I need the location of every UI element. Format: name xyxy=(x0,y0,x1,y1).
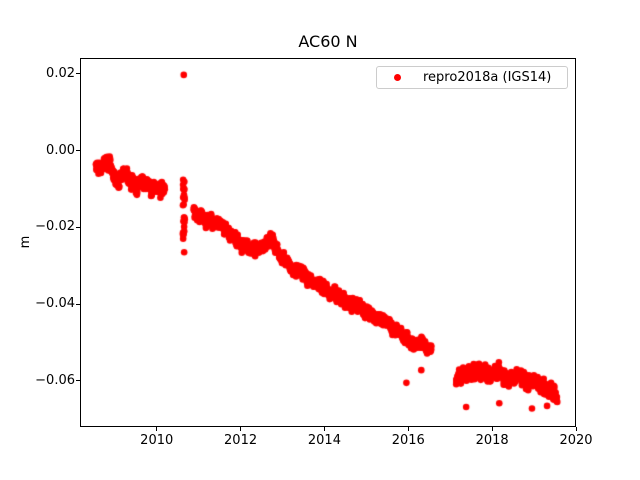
x-tickmark xyxy=(575,427,577,431)
x-tickmark xyxy=(323,427,325,431)
y-tick-label: 0.00 xyxy=(46,142,75,158)
x-tick-label: 2016 xyxy=(391,433,425,448)
x-tick-label: 2018 xyxy=(475,433,509,448)
y-tickmark xyxy=(76,380,80,382)
x-tickmark xyxy=(491,427,493,431)
y-tick-label: −0.02 xyxy=(35,219,75,235)
legend: repro2018a (IGS14) xyxy=(376,66,568,89)
x-tickmark xyxy=(240,427,242,431)
y-tick-label: −0.06 xyxy=(35,372,75,388)
y-axis-label: m xyxy=(18,235,33,249)
y-tickmark xyxy=(76,73,80,75)
x-tick-label: 2010 xyxy=(140,433,174,448)
x-tickmark xyxy=(156,427,158,431)
y-tick-label: 0.02 xyxy=(46,65,75,81)
y-tickmark xyxy=(76,150,80,152)
y-tick-label: −0.04 xyxy=(35,296,75,312)
y-tickmark xyxy=(76,226,80,228)
y-tickmark xyxy=(76,303,80,305)
x-tick-label: 2012 xyxy=(224,433,258,448)
x-tick-label: 2014 xyxy=(307,433,341,448)
plot-title: AC60 N xyxy=(298,32,358,51)
x-tick-label: 2020 xyxy=(559,433,593,448)
x-tickmark xyxy=(407,427,409,431)
legend-marker-icon xyxy=(394,74,401,81)
legend-label: repro2018a (IGS14) xyxy=(423,70,552,85)
